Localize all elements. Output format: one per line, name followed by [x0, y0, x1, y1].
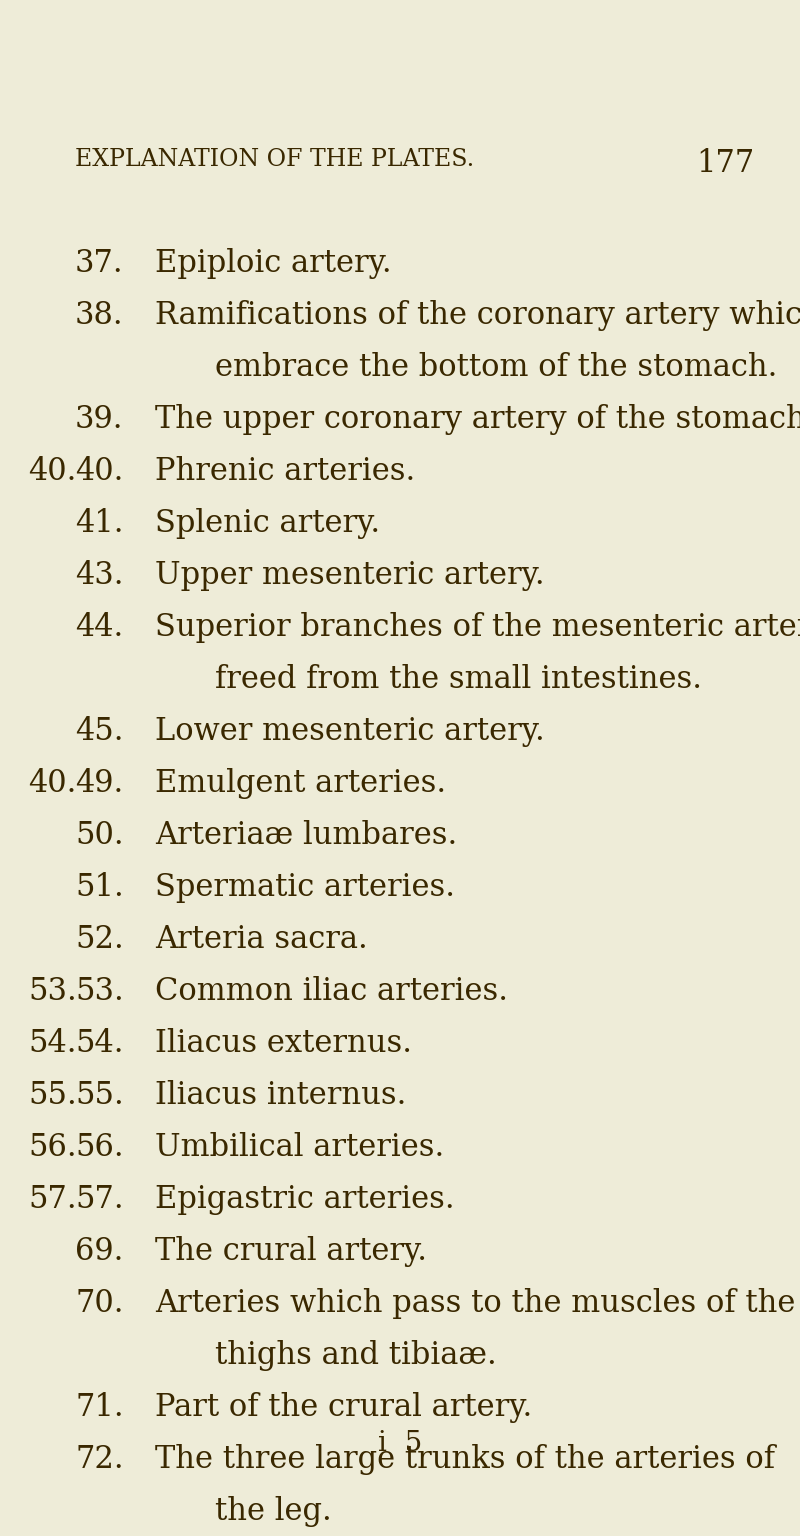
Text: EXPLANATION OF THE PLATES.: EXPLANATION OF THE PLATES. — [75, 147, 474, 170]
Text: 56.: 56. — [28, 1132, 77, 1163]
Text: Superior branches of the mesenteric artery,: Superior branches of the mesenteric arte… — [155, 611, 800, 644]
Text: 39.: 39. — [75, 404, 123, 435]
Text: 177: 177 — [697, 147, 755, 180]
Text: The crural artery.: The crural artery. — [155, 1236, 427, 1267]
Text: Iliacus externus.: Iliacus externus. — [155, 1028, 412, 1058]
Text: 44.: 44. — [75, 611, 123, 644]
Text: 40.: 40. — [28, 768, 76, 799]
Text: 41.: 41. — [75, 508, 123, 539]
Text: Lower mesenteric artery.: Lower mesenteric artery. — [155, 716, 545, 746]
Text: 71.: 71. — [75, 1392, 124, 1422]
Text: The upper coronary artery of the stomach.: The upper coronary artery of the stomach… — [155, 404, 800, 435]
Text: Common iliac arteries.: Common iliac arteries. — [155, 975, 508, 1008]
Text: 40.: 40. — [75, 456, 123, 487]
Text: 72.: 72. — [75, 1444, 124, 1475]
Text: 70.: 70. — [75, 1289, 123, 1319]
Text: Arteriaæ lumbares.: Arteriaæ lumbares. — [155, 820, 458, 851]
Text: 54.: 54. — [28, 1028, 77, 1058]
Text: Arteria sacra.: Arteria sacra. — [155, 925, 368, 955]
Text: 53.: 53. — [28, 975, 77, 1008]
Text: Umbilical arteries.: Umbilical arteries. — [155, 1132, 444, 1163]
Text: i  5: i 5 — [378, 1430, 422, 1458]
Text: embrace the bottom of the stomach.: embrace the bottom of the stomach. — [215, 352, 778, 382]
Text: The three large trunks of the arteries of: The three large trunks of the arteries o… — [155, 1444, 775, 1475]
Text: 57.: 57. — [75, 1184, 124, 1215]
Text: Upper mesenteric artery.: Upper mesenteric artery. — [155, 561, 545, 591]
Text: 55.: 55. — [75, 1080, 124, 1111]
Text: 49.: 49. — [75, 768, 123, 799]
Text: Arteries which pass to the muscles of the: Arteries which pass to the muscles of th… — [155, 1289, 795, 1319]
Text: 53.: 53. — [75, 975, 124, 1008]
Text: Spermatic arteries.: Spermatic arteries. — [155, 872, 455, 903]
Text: Epigastric arteries.: Epigastric arteries. — [155, 1184, 454, 1215]
Text: Splenic artery.: Splenic artery. — [155, 508, 380, 539]
Text: Ramifications of the coronary artery which: Ramifications of the coronary artery whi… — [155, 300, 800, 330]
Text: the leg.: the leg. — [215, 1496, 332, 1527]
Text: 52.: 52. — [75, 925, 124, 955]
Text: 57.: 57. — [28, 1184, 77, 1215]
Text: 55.: 55. — [28, 1080, 77, 1111]
Text: 51.: 51. — [75, 872, 124, 903]
Text: 38.: 38. — [75, 300, 124, 330]
Text: Emulgent arteries.: Emulgent arteries. — [155, 768, 446, 799]
Text: 40.: 40. — [28, 456, 76, 487]
Text: freed from the small intestines.: freed from the small intestines. — [215, 664, 702, 694]
Text: 43.: 43. — [75, 561, 123, 591]
Text: Iliacus internus.: Iliacus internus. — [155, 1080, 406, 1111]
Text: 50.: 50. — [75, 820, 124, 851]
Text: 37.: 37. — [75, 247, 124, 280]
Text: 54.: 54. — [75, 1028, 123, 1058]
Text: Part of the crural artery.: Part of the crural artery. — [155, 1392, 532, 1422]
Text: 69.: 69. — [75, 1236, 123, 1267]
Text: 56.: 56. — [75, 1132, 124, 1163]
Text: Phrenic arteries.: Phrenic arteries. — [155, 456, 415, 487]
Text: Epiploic artery.: Epiploic artery. — [155, 247, 392, 280]
Text: thighs and tibiaæ.: thighs and tibiaæ. — [215, 1339, 497, 1372]
Text: 45.: 45. — [75, 716, 123, 746]
